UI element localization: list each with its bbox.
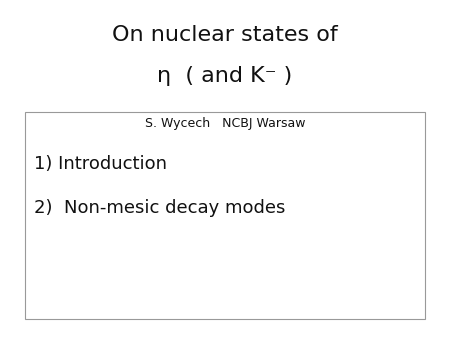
Text: 1) Introduction: 1) Introduction (34, 155, 167, 173)
Text: 2)  Non-mesic decay modes: 2) Non-mesic decay modes (34, 199, 285, 217)
Text: S. Wycech   NCBJ Warsaw: S. Wycech NCBJ Warsaw (145, 117, 305, 130)
FancyBboxPatch shape (25, 112, 425, 319)
Text: On nuclear states of: On nuclear states of (112, 25, 338, 46)
Text: η  ( and K⁻ ): η ( and K⁻ ) (158, 66, 292, 86)
